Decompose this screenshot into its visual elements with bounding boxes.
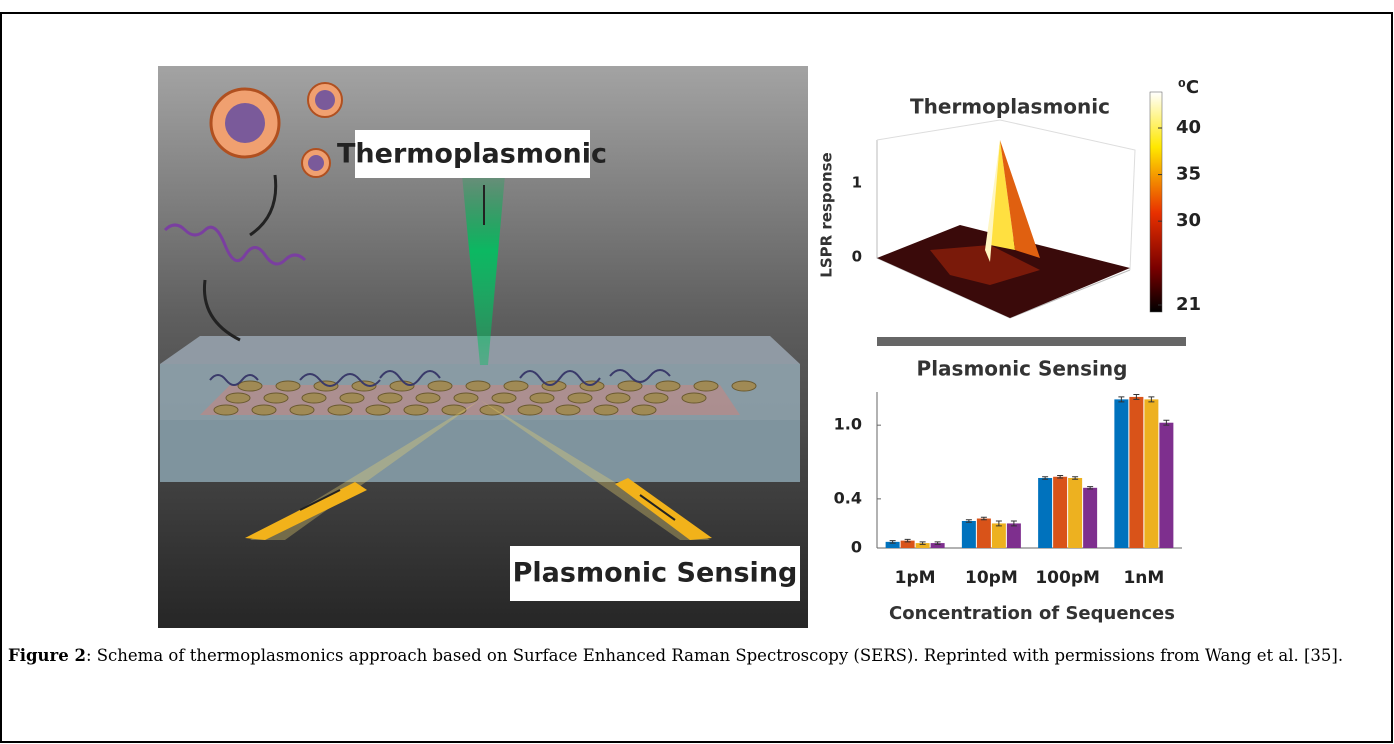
bar [977, 519, 991, 548]
y-tick-label: 1.0 [834, 415, 862, 434]
bar [1007, 523, 1021, 548]
y-tick-label: 0.4 [834, 488, 862, 507]
colorbar-tick-label: 21 [1176, 294, 1201, 315]
bar [1129, 397, 1143, 548]
bar [1083, 488, 1097, 548]
bar-chart: Plasmonic Sensing Concentration of Seque… [834, 357, 1182, 625]
caption: Figure 2: Schema of thermoplasmonics app… [8, 644, 1386, 668]
caption-label: Figure 2 [8, 646, 86, 665]
bar [992, 523, 1006, 548]
axis-label: LSPR response [818, 152, 836, 277]
colorbar-tick-label: 30 [1176, 210, 1201, 231]
x-tick-label: 10pM [965, 568, 1018, 588]
bar [962, 521, 976, 548]
figure: Thermoplasmonic Plasmonic Sensing Thermo… [0, 0, 1394, 744]
thermoplasmonic-plot: Thermoplasmonic LSPR response ⁰C 0 1 21 30 3… [818, 77, 1202, 318]
illustration-label: Plasmonic Sensing [513, 558, 798, 589]
x-tick-label: 1pM [895, 568, 936, 588]
x-tick-label: 100pM [1035, 568, 1100, 588]
colorbar-tick-label: 40 [1176, 117, 1201, 138]
separator [877, 337, 1186, 346]
bar [1038, 478, 1052, 548]
illustration: Thermoplasmonic Plasmonic Sensing [158, 66, 808, 628]
error-bar [905, 539, 911, 541]
y-tick-label: 0 [851, 538, 862, 557]
plot-title: Thermoplasmonic [910, 95, 1110, 119]
error-bar [981, 517, 987, 519]
x-tick-label: 1nM [1123, 568, 1164, 588]
bar [1053, 477, 1067, 548]
bar [1144, 399, 1158, 548]
colorbar-tick-label: 35 [1176, 164, 1201, 185]
bar [1068, 478, 1082, 548]
bar [1159, 423, 1173, 548]
chart-title: Plasmonic Sensing [917, 357, 1128, 381]
caption-text: : Schema of thermoplasmonics approach ba… [86, 646, 1343, 665]
z-tick-label: 1 [852, 174, 862, 192]
z-tick-label: 0 [852, 248, 862, 266]
x-axis-label: Concentration of Sequences [889, 603, 1175, 624]
bar [1114, 399, 1128, 548]
page: Thermoplasmonic Plasmonic Sensing Thermo… [0, 0, 1394, 744]
colorbar-unit: ⁰C [1178, 77, 1199, 98]
illustration-label: Thermoplasmonic [337, 139, 607, 170]
